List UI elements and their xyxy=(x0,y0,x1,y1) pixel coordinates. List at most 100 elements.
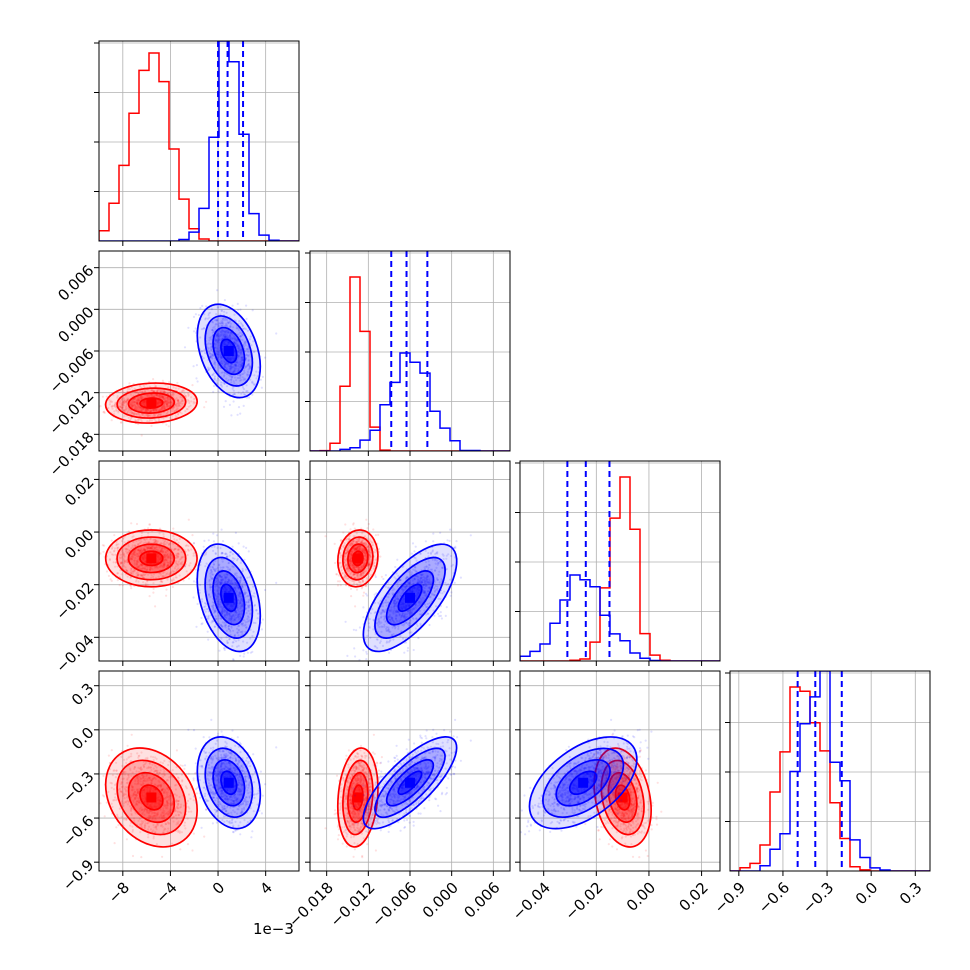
scatter-point xyxy=(173,406,176,409)
scatter-point xyxy=(139,406,142,410)
scatter-point xyxy=(161,394,164,397)
scatter-point xyxy=(164,405,167,408)
scatter-point xyxy=(353,547,356,550)
scatter-point xyxy=(162,404,165,407)
scatter-point xyxy=(141,413,144,416)
scatter-point xyxy=(142,408,145,411)
scatter-point xyxy=(144,561,147,564)
scatter-point xyxy=(142,400,145,404)
scatter-point xyxy=(125,568,128,571)
scatter-point xyxy=(121,550,124,553)
scatter-point xyxy=(155,408,158,411)
scatter-point xyxy=(170,547,173,551)
scatter-point xyxy=(120,573,123,576)
scatter-point xyxy=(136,402,140,405)
scatter-point xyxy=(189,404,192,407)
scatter-point xyxy=(123,561,126,564)
scatter-point xyxy=(163,400,166,403)
scatter-point xyxy=(192,542,195,545)
scatter-point xyxy=(166,549,169,552)
scatter-point xyxy=(162,575,165,578)
scatter-point xyxy=(133,559,136,562)
scatter-point xyxy=(136,418,139,422)
scatter-point xyxy=(361,540,364,543)
scatter-point xyxy=(132,570,135,573)
scatter-point xyxy=(175,556,178,559)
scatter-point xyxy=(140,420,143,423)
scatter-point xyxy=(134,549,137,552)
scatter-point xyxy=(174,405,177,408)
scatter-point xyxy=(353,549,356,552)
scatter-point xyxy=(160,549,163,552)
scatter-point xyxy=(113,410,116,413)
scatter-point xyxy=(122,401,125,404)
scatter-point xyxy=(107,574,110,578)
scatter-point xyxy=(611,845,614,848)
scatter-point xyxy=(365,518,368,521)
scatter-point xyxy=(131,536,134,539)
scatter-point xyxy=(156,389,159,392)
scatter-point xyxy=(162,565,165,568)
scatter-point xyxy=(347,537,351,540)
scatter-point xyxy=(141,396,144,399)
scatter-point xyxy=(161,565,164,568)
scatter-point xyxy=(125,548,128,551)
scatter-point xyxy=(126,552,129,555)
scatter-point xyxy=(187,544,190,548)
scatter-point xyxy=(121,403,125,406)
scatter-point xyxy=(177,413,180,416)
scatter-point xyxy=(348,570,351,573)
scatter-point xyxy=(130,400,134,403)
scatter-point xyxy=(141,574,144,578)
scatter-point xyxy=(136,401,139,405)
scatter-point xyxy=(190,548,193,551)
scatter-point xyxy=(345,538,348,541)
scatter-point xyxy=(160,579,163,582)
scatter-point xyxy=(145,537,148,540)
scatter-point xyxy=(102,550,105,553)
scatter-point xyxy=(144,409,147,412)
scatter-point xyxy=(158,409,161,412)
scatter-point xyxy=(148,408,151,411)
scatter-point xyxy=(178,402,181,405)
scatter-point xyxy=(358,539,361,543)
scatter-point xyxy=(136,555,139,558)
scatter-point xyxy=(159,563,162,567)
panel-grid-2-1 xyxy=(305,461,510,666)
scatter-point xyxy=(151,548,154,551)
scatter-point xyxy=(108,559,111,562)
scatter-point xyxy=(185,570,188,573)
scatter-point xyxy=(133,570,136,573)
scatter-point xyxy=(377,547,380,551)
scatter-point xyxy=(175,415,178,418)
scatter-point xyxy=(107,406,110,410)
scatter-point xyxy=(165,588,168,591)
scatter-point xyxy=(114,401,117,404)
scatter-point xyxy=(142,549,145,553)
scatter-point xyxy=(119,556,122,559)
scatter-point xyxy=(115,826,118,829)
scatter-point xyxy=(147,544,150,548)
scatter-point xyxy=(147,414,151,417)
scatter-point xyxy=(178,574,181,577)
scatter-point xyxy=(137,573,140,576)
scatter-point xyxy=(148,546,151,549)
scatter-point xyxy=(364,542,367,545)
scatter-point xyxy=(138,399,141,402)
scatter-point xyxy=(151,394,154,398)
scatter-point xyxy=(163,391,166,394)
scatter-point xyxy=(185,544,188,547)
scatter-point xyxy=(163,390,166,393)
scatter-point xyxy=(156,402,159,405)
scatter-point xyxy=(120,406,123,409)
scatter-point xyxy=(345,567,348,570)
scatter-point xyxy=(122,391,125,394)
scatter-point xyxy=(175,554,178,557)
scatter-point xyxy=(147,532,150,535)
scatter-point xyxy=(146,409,149,412)
scatter-point xyxy=(109,401,112,404)
scatter-point xyxy=(135,402,139,405)
scatter-point xyxy=(149,547,152,550)
scatter-point xyxy=(152,408,155,412)
scatter-point xyxy=(142,558,145,561)
